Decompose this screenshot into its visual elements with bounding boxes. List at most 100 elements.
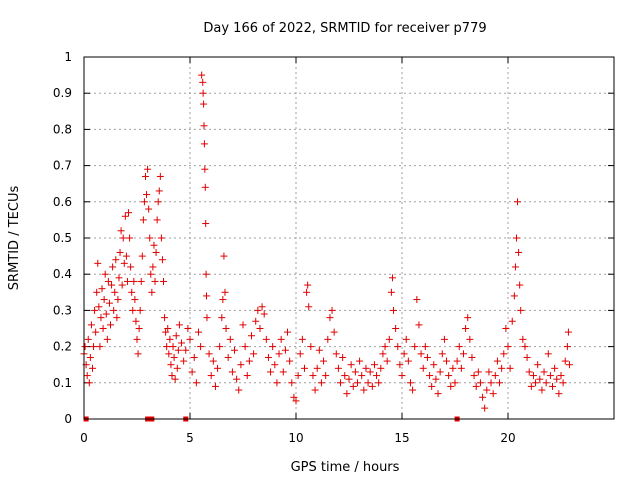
data-point <box>113 314 121 322</box>
data-point <box>170 353 178 361</box>
data-point <box>84 335 92 343</box>
data-point <box>200 100 208 108</box>
data-point <box>326 314 334 322</box>
y-tick-label: 0.4 <box>53 267 72 281</box>
data-point <box>254 306 262 314</box>
x-axis-label: GPS time / hours <box>291 460 400 475</box>
data-point <box>211 382 219 390</box>
data-point <box>521 343 529 351</box>
data-point <box>489 390 497 398</box>
data-point <box>95 303 103 311</box>
data-point <box>493 357 501 365</box>
data-point <box>147 270 155 278</box>
data-point <box>224 353 232 361</box>
data-point <box>190 353 198 361</box>
data-point <box>102 310 110 318</box>
data-point <box>129 306 137 314</box>
data-point <box>140 198 148 206</box>
data-point <box>203 314 211 322</box>
data-point <box>298 335 306 343</box>
data-point <box>114 296 122 304</box>
data-point <box>171 375 179 383</box>
data-point <box>188 368 196 376</box>
data-point <box>118 281 126 289</box>
data-point <box>546 372 554 380</box>
data-point <box>121 212 129 220</box>
data-point <box>205 350 213 358</box>
data-point <box>356 357 364 365</box>
data-point <box>110 306 118 314</box>
data-point <box>209 357 217 365</box>
data-point <box>277 335 285 343</box>
data-point <box>148 288 156 296</box>
data-point <box>150 241 158 249</box>
data-point <box>549 382 557 390</box>
data-point <box>544 350 552 358</box>
data-point <box>146 234 154 242</box>
data-point <box>222 325 230 332</box>
data-point <box>86 353 94 361</box>
data-point <box>168 372 176 380</box>
data-point <box>373 372 381 380</box>
data-point <box>202 220 210 228</box>
data-point <box>200 122 208 130</box>
data-point <box>428 382 436 390</box>
data-point <box>438 350 446 358</box>
data-point <box>559 379 567 387</box>
data-point <box>292 397 300 405</box>
data-point <box>85 379 93 387</box>
data-point <box>322 372 330 380</box>
data-point <box>307 343 315 351</box>
data-point <box>423 353 431 361</box>
data-point <box>239 321 247 329</box>
data-point <box>286 357 294 365</box>
data-point <box>440 335 448 343</box>
data-point <box>143 191 151 199</box>
data-point <box>173 364 181 372</box>
data-point <box>551 364 559 372</box>
data-point <box>96 343 104 351</box>
data-point <box>514 198 522 206</box>
data-point <box>288 379 296 387</box>
data-point <box>396 361 404 369</box>
data-point <box>92 328 100 336</box>
data-point <box>218 314 226 322</box>
data-point <box>262 335 270 343</box>
data-point <box>311 386 319 394</box>
data-point <box>511 263 519 271</box>
x-tick-label: 20 <box>500 431 515 445</box>
data-point <box>512 234 520 242</box>
data-point <box>498 364 506 372</box>
data-point <box>201 165 209 173</box>
data-point <box>186 335 194 343</box>
x-tick-label: 0 <box>80 431 88 445</box>
chart-title: Day 166 of 2022, SRMTID for receiver p77… <box>203 21 486 36</box>
data-point <box>474 368 482 376</box>
data-point <box>432 375 440 383</box>
data-point <box>101 270 109 278</box>
data-point <box>443 357 451 365</box>
data-point <box>271 361 279 369</box>
data-point <box>375 379 383 387</box>
data-point <box>540 368 548 376</box>
data-point <box>166 335 174 343</box>
data-point <box>434 390 442 398</box>
data-point <box>398 372 406 380</box>
data-point <box>381 343 389 351</box>
data-point <box>260 310 268 318</box>
data-point <box>343 390 351 398</box>
data-point <box>162 328 170 336</box>
data-point <box>510 292 518 300</box>
data-point <box>233 375 241 383</box>
data-point <box>178 339 186 347</box>
data-point <box>419 364 427 372</box>
data-point <box>154 198 162 206</box>
data-point <box>506 364 514 372</box>
data-point <box>557 372 565 380</box>
data-point <box>345 375 353 383</box>
data-point <box>279 368 287 376</box>
data-point <box>180 357 188 365</box>
data-point <box>199 78 207 86</box>
x-tick-label: 5 <box>186 431 194 445</box>
